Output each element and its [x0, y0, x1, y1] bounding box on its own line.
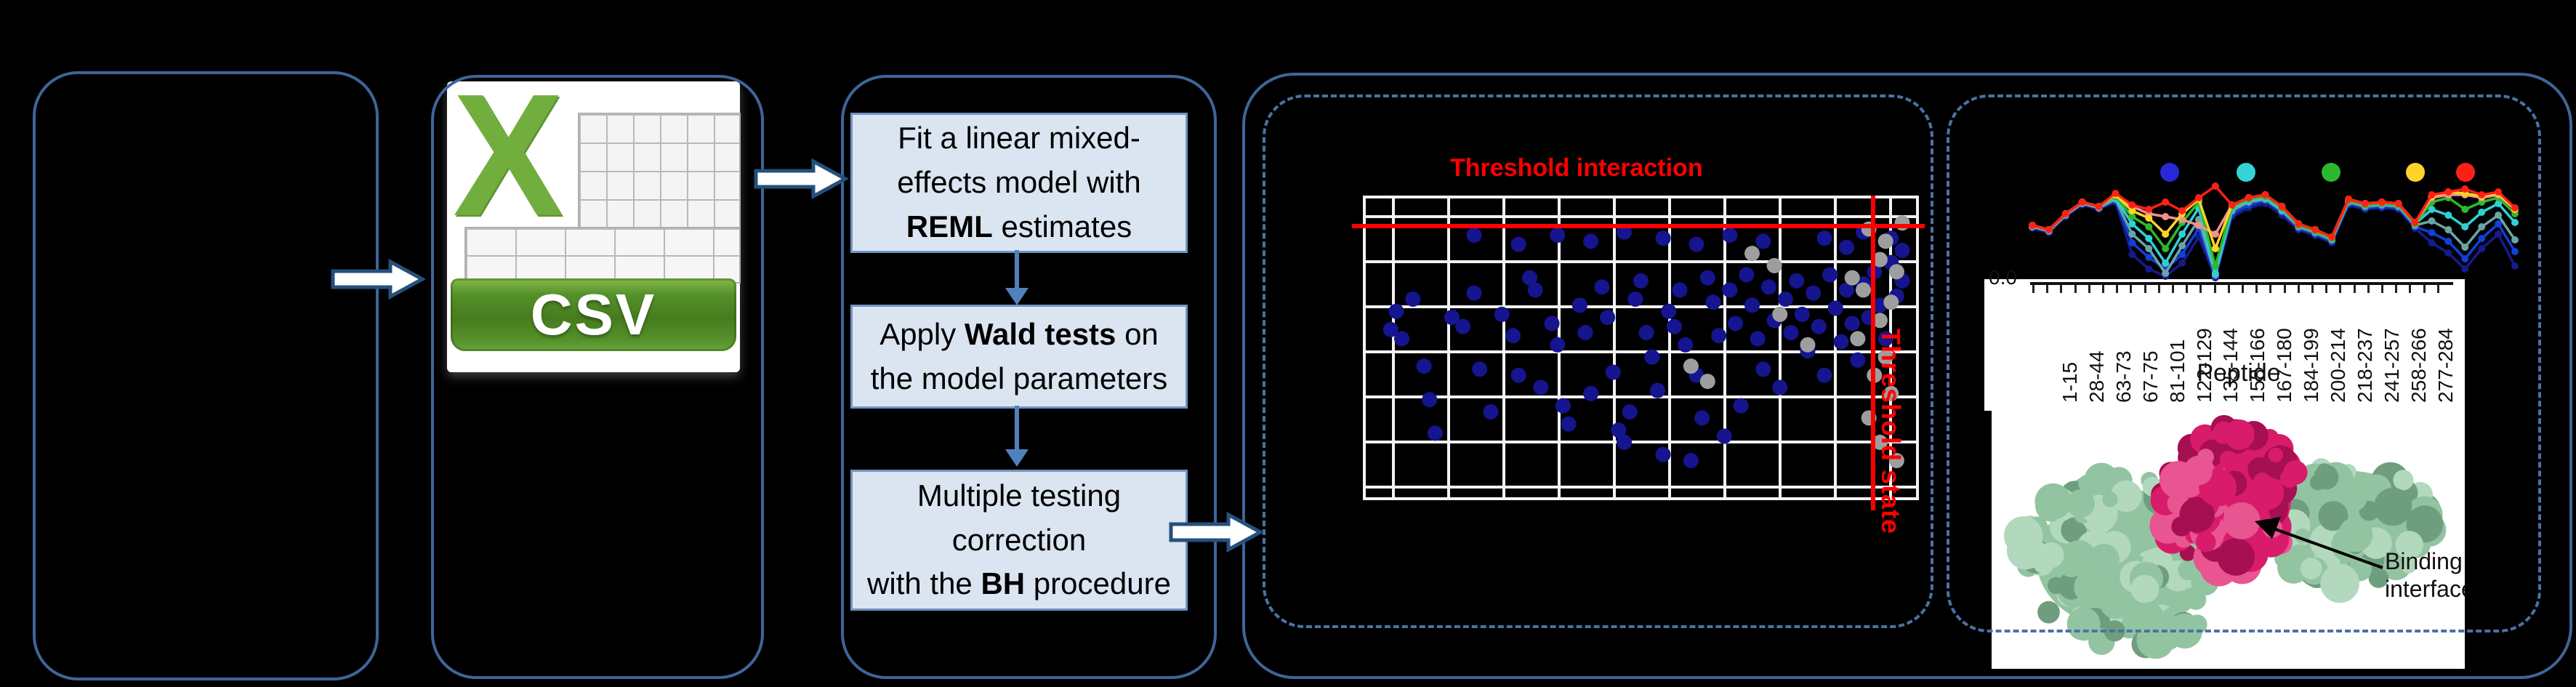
x-tick: [2213, 285, 2216, 293]
connector-arrow-2-shaft: [1015, 406, 1019, 451]
x-tick: [2172, 285, 2174, 293]
x-tick: [2157, 285, 2160, 293]
peptide-label: 277-284: [2434, 328, 2457, 403]
csv-banner-label: CSV: [530, 282, 657, 347]
legend-dot-1: [2160, 163, 2179, 182]
peptide-label: 241-257: [2380, 328, 2403, 403]
peptide-label: 1-15: [2058, 361, 2081, 403]
x-tick: [2144, 285, 2146, 293]
peptide-label: 28-44: [2085, 350, 2108, 403]
scatter-title: Threshold interaction: [1450, 154, 1703, 182]
x-tick: [2088, 285, 2090, 293]
protein-surface-image: [2003, 414, 2447, 659]
x-tick: [2060, 285, 2063, 293]
x-tick: [2227, 285, 2230, 293]
x-tick: [2423, 285, 2426, 293]
threshold-state-line: [1871, 196, 1876, 510]
x-tick: [2102, 285, 2104, 293]
workflow-step-bh: Multiple testing correction with the BH pr…: [850, 470, 1188, 611]
csv-file-icon: X CSV: [447, 59, 741, 372]
x-tick: [2074, 285, 2077, 293]
uptake-y-tick: 0.0: [1989, 266, 2017, 289]
x-tick: [2297, 285, 2300, 293]
uptake-axis-pane: [1984, 279, 2465, 411]
legend-dot-5: [2456, 163, 2475, 182]
x-tick: [2311, 285, 2314, 293]
x-tick: [2269, 285, 2272, 293]
connector-arrow-2-head: [1005, 449, 1029, 467]
uptake-x-axis-title: Peptide: [2197, 359, 2281, 387]
x-tick: [2325, 285, 2328, 293]
csv-banner: CSV: [451, 278, 736, 351]
stage-panel-1: [33, 71, 379, 680]
scatter-plot: [1363, 196, 1919, 500]
x-tick: [2381, 285, 2383, 293]
x-tick: [2409, 285, 2412, 293]
workflow-step-reml: Fit a linear mixed-effects model with REM…: [850, 113, 1188, 253]
x-tick: [2255, 285, 2258, 293]
uptake-x-axis: [2030, 282, 2453, 285]
scatter-right-label: Threshold state: [1876, 329, 1906, 535]
legend-dot-4: [2406, 163, 2425, 182]
uptake-line-chart: [2029, 182, 2519, 281]
x-tick: [2367, 285, 2370, 293]
x-tick: [2436, 285, 2439, 293]
x-tick: [2116, 285, 2119, 293]
workflow-step-wald: Apply Wald tests on the model parameters: [850, 305, 1188, 409]
legend-dot-3: [2322, 163, 2340, 182]
x-tick: [2186, 285, 2189, 293]
x-tick: [2353, 285, 2356, 293]
x-tick: [2199, 285, 2202, 293]
x-tick: [2242, 285, 2244, 293]
peptide-label: 218-237: [2353, 328, 2376, 403]
flow-arrow-3-icon: [1169, 512, 1263, 553]
x-tick: [2339, 285, 2342, 293]
x-tick: [2283, 285, 2286, 293]
threshold-interaction-line: [1352, 223, 1925, 228]
connector-arrow-1-shaft: [1015, 250, 1019, 289]
csv-grid-top: [578, 113, 741, 229]
x-tick: [2395, 285, 2398, 293]
excel-x-glyph: X: [453, 58, 564, 253]
binding-interface-label-2: interface: [2385, 576, 2465, 602]
connector-arrow-1-head: [1005, 288, 1029, 305]
flow-arrow-1-icon: [331, 259, 425, 300]
peptide-label: 258-266: [2407, 328, 2430, 403]
x-tick: [2130, 285, 2133, 293]
x-tick: [2032, 285, 2034, 293]
binding-interface-label-1: Binding: [2385, 548, 2463, 574]
flow-arrow-2-icon: [754, 158, 848, 199]
x-tick: [2046, 285, 2049, 293]
legend-dot-2: [2237, 163, 2255, 182]
protein-structure-pane: Binding interface: [1992, 411, 2465, 669]
